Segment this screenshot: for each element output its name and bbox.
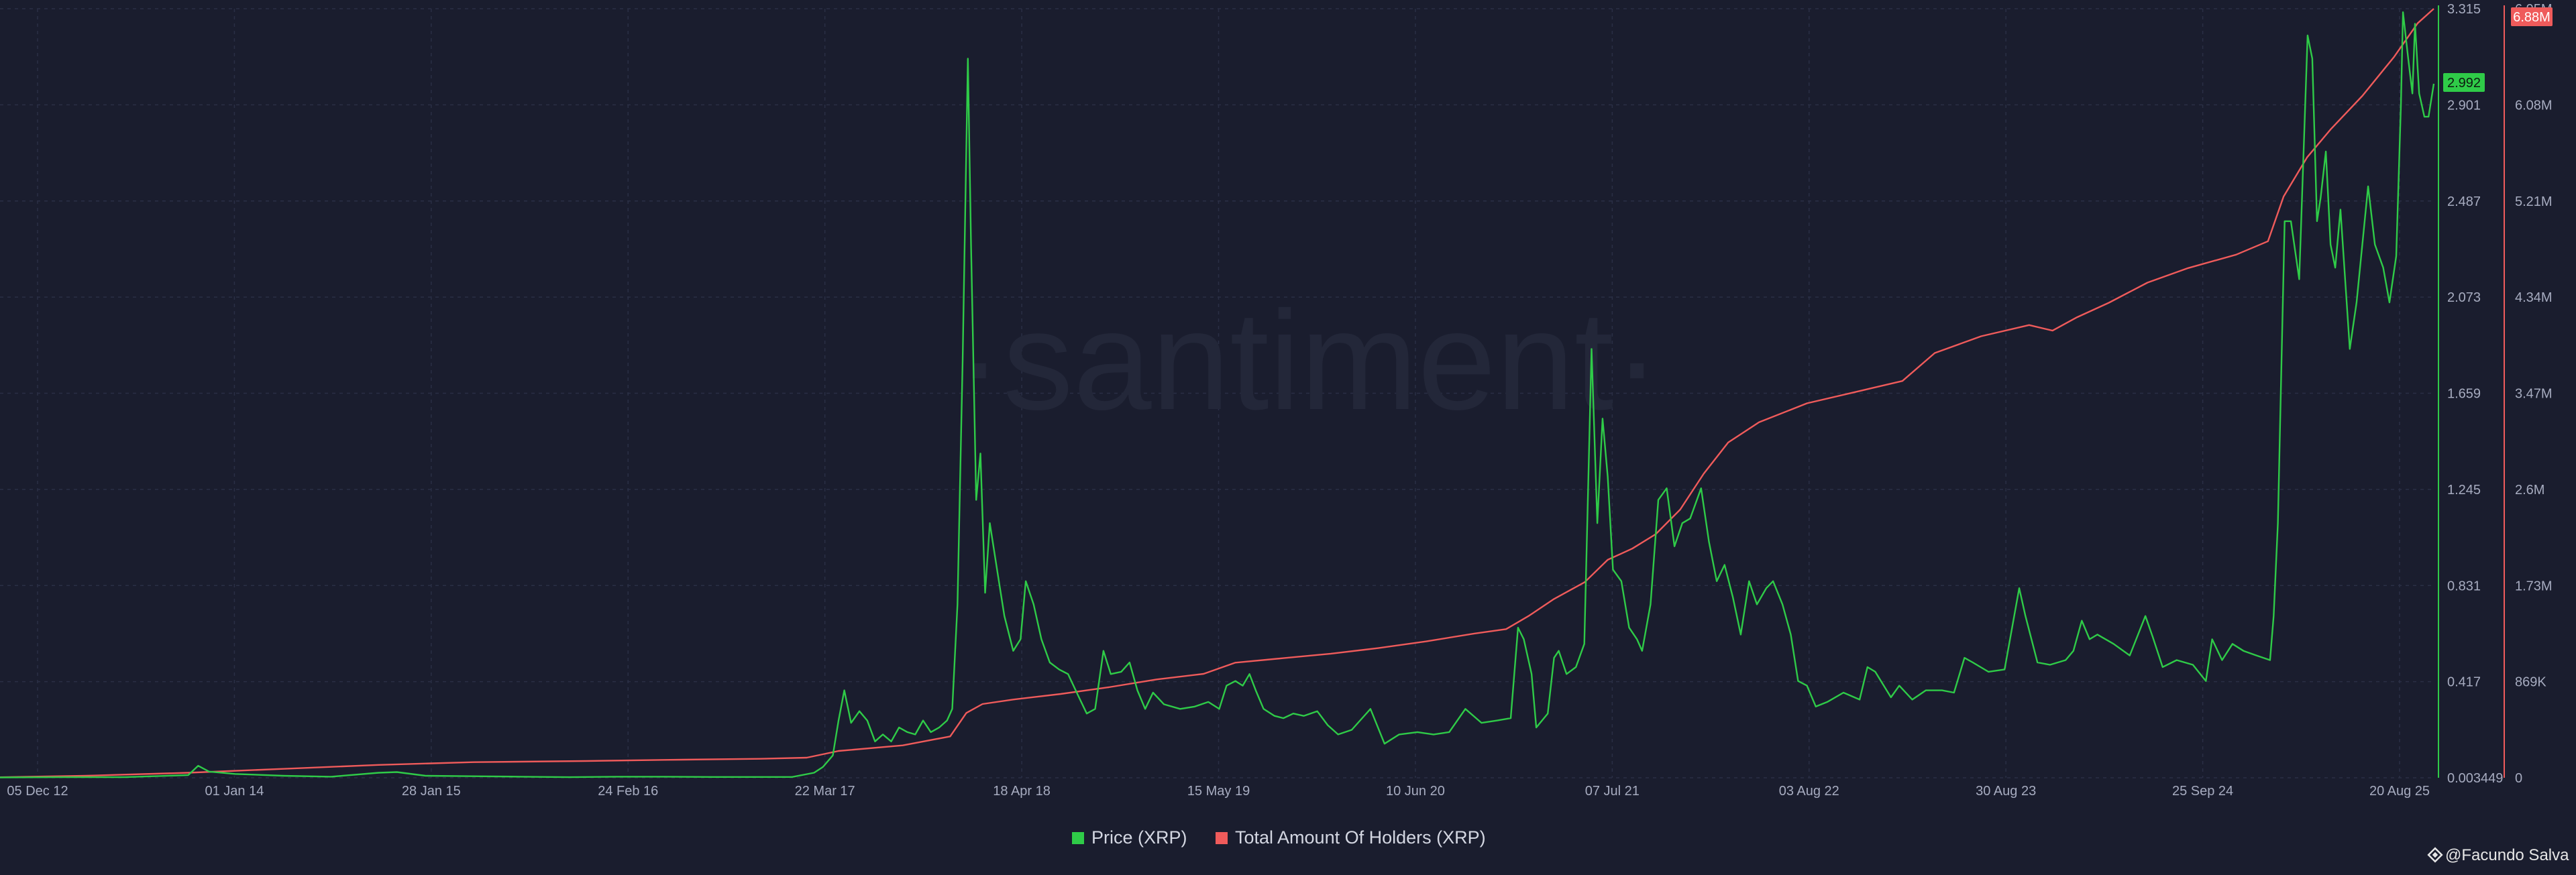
x-tick-label: 03 Aug 22 bbox=[1779, 784, 1839, 799]
price-tick-label: 0.417 bbox=[2447, 675, 2481, 690]
holders-tick-label: 2.6M bbox=[2515, 483, 2544, 498]
credit: @Facundo Salva bbox=[2427, 846, 2569, 864]
legend-price-label: Price (XRP) bbox=[1091, 827, 1187, 848]
x-tick-label: 24 Feb 16 bbox=[598, 784, 658, 799]
x-tick-label: 20 Aug 25 bbox=[2369, 784, 2430, 799]
x-tick-label: 01 Jan 14 bbox=[205, 784, 264, 799]
holders-last-value-badge: 6.88M bbox=[2511, 7, 2553, 26]
price-last-value-text: 2.992 bbox=[2447, 76, 2481, 91]
legend-holders-label: Total Amount Of Holders (XRP) bbox=[1235, 827, 1486, 848]
price-tick-label: 2.901 bbox=[2447, 98, 2481, 113]
holders-tick-label: 1.73M bbox=[2515, 579, 2553, 593]
price-axis-ticks: 3.315 2.901 2.487 2.073 1.659 1.245 0.831 0.417… bbox=[2447, 2, 2503, 786]
holders-series-line bbox=[0, 8, 2434, 778]
holders-tick-label: 5.21M bbox=[2515, 194, 2553, 209]
plot-area bbox=[0, 8, 2435, 778]
holders-last-value-text: 6.88M bbox=[2513, 10, 2551, 25]
holders-tick-label: 3.47M bbox=[2515, 387, 2553, 402]
legend: Price (XRP) Total Amount Of Holders (XRP… bbox=[1072, 827, 1486, 848]
x-axis-ticks: 05 Dec 12 01 Jan 14 28 Jan 15 24 Feb 16 22 M… bbox=[7, 784, 2430, 799]
price-tick-label: 3.315 bbox=[2447, 2, 2481, 17]
x-tick-label: 07 Jul 21 bbox=[1585, 784, 1640, 799]
x-tick-label: 05 Dec 12 bbox=[7, 784, 68, 799]
price-tick-label: 0.831 bbox=[2447, 579, 2481, 593]
price-tick-label: 2.487 bbox=[2447, 194, 2481, 209]
legend-price-swatch bbox=[1072, 832, 1084, 844]
watermark-text: ·santiment· bbox=[956, 282, 1660, 439]
legend-holders-swatch bbox=[1216, 832, 1228, 844]
holders-last-value-bg bbox=[2511, 7, 2553, 26]
legend-item-holders[interactable]: Total Amount Of Holders (XRP) bbox=[1216, 827, 1486, 848]
price-tick-label: 0.003449 bbox=[2447, 771, 2503, 786]
x-tick-label: 30 Aug 23 bbox=[1976, 784, 2036, 799]
x-tick-label: 10 Jun 20 bbox=[1386, 784, 1445, 799]
price-tick-label: 1.659 bbox=[2447, 387, 2481, 402]
legend-item-price[interactable]: Price (XRP) bbox=[1072, 827, 1187, 848]
x-tick-label: 25 Sep 24 bbox=[2172, 784, 2233, 799]
x-tick-label: 18 Apr 18 bbox=[993, 784, 1051, 799]
price-series-line bbox=[0, 11, 2435, 778]
x-tick-label: 15 May 19 bbox=[1187, 784, 1250, 799]
price-tick-label: 2.073 bbox=[2447, 290, 2481, 305]
x-tick-label: 22 Mar 17 bbox=[795, 784, 855, 799]
holders-tick-label: 0 bbox=[2515, 771, 2522, 786]
holders-tick-label: 6.08M bbox=[2515, 98, 2553, 113]
price-tick-label: 1.245 bbox=[2447, 483, 2481, 498]
credit-text: @Facundo Salva bbox=[2445, 846, 2569, 864]
price-last-value-badge: 2.992 bbox=[2443, 73, 2485, 92]
price-last-value-bg bbox=[2443, 73, 2485, 92]
holders-tick-label: 4.34M bbox=[2515, 290, 2553, 305]
x-tick-label: 28 Jan 15 bbox=[402, 784, 461, 799]
holders-tick-label: 869K bbox=[2515, 675, 2546, 690]
